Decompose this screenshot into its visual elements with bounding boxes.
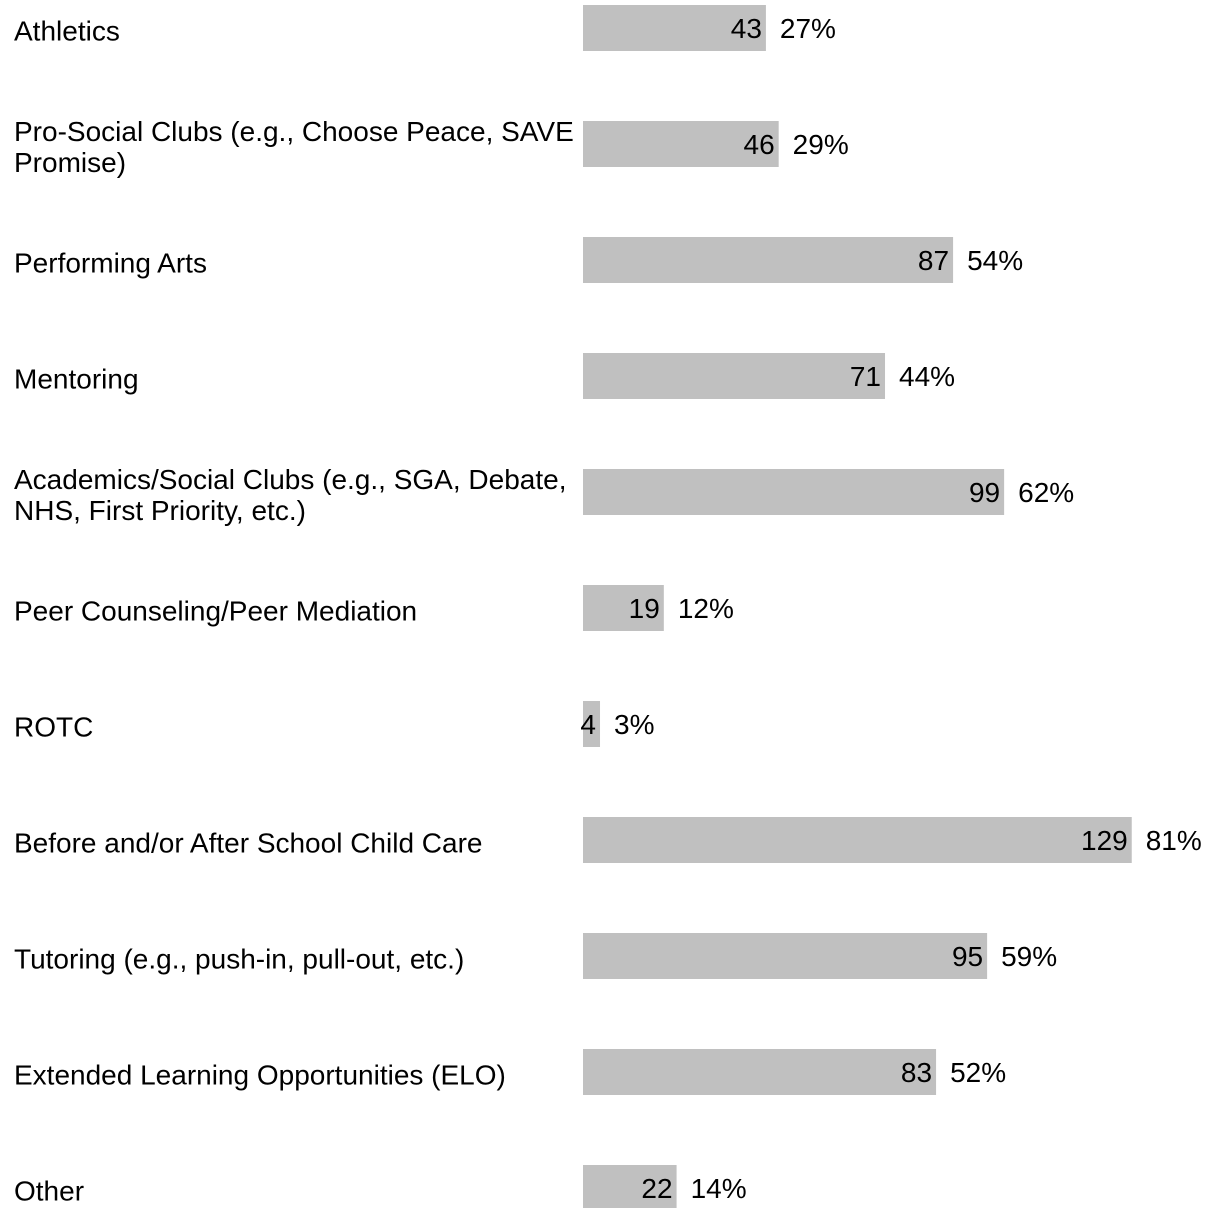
count-label: 71 [850, 361, 881, 392]
bar [583, 469, 1005, 515]
bar [583, 817, 1132, 863]
count-label: 19 [629, 593, 660, 624]
percent-label: 62% [1018, 477, 1074, 508]
category-label: Academics/Social Clubs (e.g., SGA, Debat… [14, 464, 567, 526]
percent-label: 54% [967, 245, 1023, 276]
count-label: 4 [580, 709, 596, 740]
category-label: Athletics [14, 15, 120, 47]
count-label: 22 [641, 1173, 672, 1204]
percent-label: 29% [793, 129, 849, 160]
bar [583, 237, 954, 283]
count-label: 129 [1081, 825, 1128, 856]
bar [583, 121, 779, 167]
category-label: Before and/or After School Child Care [14, 827, 483, 859]
percent-label: 14% [691, 1173, 747, 1204]
count-label: 99 [969, 477, 1000, 508]
percent-label: 81% [1146, 825, 1202, 856]
percent-label: 27% [780, 13, 836, 44]
percent-label: 44% [899, 361, 955, 392]
category-label: Other [14, 1175, 85, 1207]
category-label: Performing Arts [14, 247, 207, 279]
category-label: Tutoring (e.g., push-in, pull-out, etc.) [14, 943, 465, 975]
bar [583, 933, 988, 979]
percent-label: 52% [950, 1057, 1006, 1088]
category-label: Mentoring [14, 363, 139, 395]
percent-label: 12% [678, 593, 734, 624]
bar [583, 5, 766, 51]
count-label: 43 [731, 13, 762, 44]
count-label: 83 [901, 1057, 932, 1088]
category-label: Peer Counseling/Peer Mediation [14, 595, 418, 627]
bar [583, 1049, 937, 1095]
bar [583, 585, 664, 631]
count-label: 95 [952, 941, 983, 972]
count-label: 46 [744, 129, 775, 160]
percent-label: 3% [614, 709, 654, 740]
category-label: ROTC [14, 711, 94, 743]
bar [583, 353, 886, 399]
bar [583, 1165, 677, 1208]
bar [583, 701, 601, 747]
category-label: Extended Learning Opportunities (ELO) [14, 1059, 506, 1091]
percent-label: 59% [1001, 941, 1057, 972]
count-label: 87 [918, 245, 949, 276]
category-label: Pro-Social Clubs (e.g., Choose Peace, SA… [14, 116, 574, 178]
